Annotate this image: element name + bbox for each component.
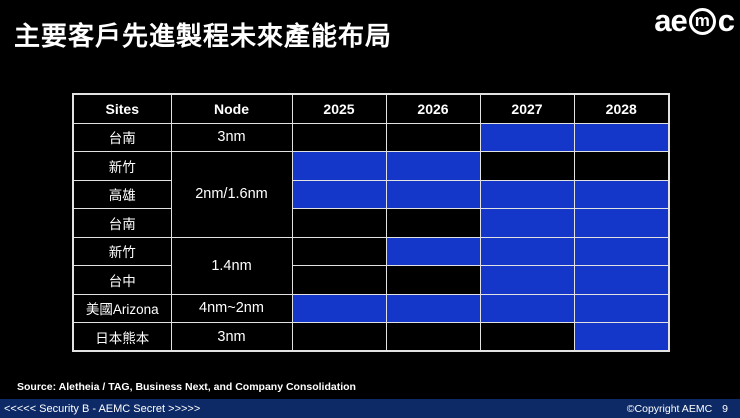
column-header: 2025 xyxy=(291,93,387,124)
site-cell: 美國Arizona xyxy=(72,293,172,323)
site-cell: 新竹 xyxy=(72,151,172,181)
capacity-table: Sites Node 2025 2026 2027 2028 台南 3nm 新竹 2nm/1.6… xyxy=(72,93,670,352)
footer-bar: <<<<< Security B - AEMC Secret >>>>> ©Co… xyxy=(0,399,740,418)
capacity-cell-filled xyxy=(479,179,575,209)
site-cell: 台南 xyxy=(72,122,172,152)
capacity-cell-filled xyxy=(291,151,387,181)
capacity-table-body: 台南 3nm 新竹 2nm/1.6nm 高雄 台南 新竹 1.4nm 台中 美國Arizona 4n… xyxy=(72,122,670,352)
capacity-cell-filled xyxy=(573,236,670,266)
capacity-cell-filled xyxy=(479,208,575,238)
capacity-cell-filled xyxy=(573,293,670,323)
capacity-cell-filled xyxy=(573,208,670,238)
node-cell: 4nm~2nm xyxy=(170,293,293,323)
capacity-cell-empty xyxy=(291,322,387,352)
copyright-area: ©Copyright AEMC 9 xyxy=(627,403,728,415)
table-row: 新竹 2nm/1.6nm xyxy=(72,151,670,238)
aemc-logo: ae m c xyxy=(654,3,735,39)
capacity-cell-filled xyxy=(385,151,481,181)
site-cell: 台中 xyxy=(72,265,172,295)
capacity-cell-filled xyxy=(385,179,481,209)
column-header: 2028 xyxy=(573,93,670,124)
page-number: 9 xyxy=(722,402,728,415)
source-note: Source: Aletheia / TAG, Business Next, a… xyxy=(17,381,356,393)
column-header: 2027 xyxy=(479,93,575,124)
copyright-label: ©Copyright AEMC xyxy=(626,402,713,415)
table-row: 新竹 1.4nm xyxy=(72,236,670,295)
capacity-cell-empty xyxy=(385,265,481,295)
capacity-cell-empty xyxy=(479,151,575,181)
capacity-cell-filled xyxy=(573,179,670,209)
capacity-cell-filled xyxy=(573,122,670,152)
capacity-cell-filled xyxy=(573,322,670,352)
logo-text-suffix: c xyxy=(717,3,735,38)
security-label: <<<<< Security B - AEMC Secret >>>>> xyxy=(4,402,201,415)
capacity-cell-filled xyxy=(291,179,387,209)
capacity-cell-filled xyxy=(385,293,481,323)
capacity-cell-filled xyxy=(291,293,387,323)
column-header: Node xyxy=(170,93,293,124)
column-header: Sites xyxy=(72,93,172,124)
capacity-cell-empty xyxy=(291,236,387,266)
table-row: 台中 xyxy=(72,265,670,295)
node-cell: 1.4nm xyxy=(170,236,293,295)
capacity-cell-filled xyxy=(479,122,575,152)
table-row: 美國Arizona 4nm~2nm xyxy=(72,293,670,323)
table-row: 高雄 xyxy=(72,179,670,209)
capacity-cell-empty xyxy=(479,322,575,352)
table-row: 台南 3nm xyxy=(72,122,670,152)
capacity-cell-empty xyxy=(385,122,481,152)
logo-m-circle-icon: m xyxy=(688,7,716,35)
slide-title: 主要客戶先進製程未來產能布局 xyxy=(14,21,393,51)
site-cell: 新竹 xyxy=(72,236,172,266)
capacity-cell-filled xyxy=(479,293,575,323)
node-cell: 3nm xyxy=(170,322,293,352)
node-cell: 2nm/1.6nm xyxy=(170,151,293,238)
table-row: 日本熊本 3nm xyxy=(72,322,670,352)
site-cell: 台南 xyxy=(72,208,172,238)
capacity-table-header: Sites Node 2025 2026 2027 2028 xyxy=(72,93,670,124)
site-cell: 日本熊本 xyxy=(72,322,172,352)
capacity-cell-empty xyxy=(385,322,481,352)
site-cell: 高雄 xyxy=(72,179,172,209)
capacity-cell-empty xyxy=(291,265,387,295)
capacity-cell-empty xyxy=(385,208,481,238)
capacity-cell-filled xyxy=(385,236,481,266)
table-row: 台南 xyxy=(72,208,670,238)
node-cell: 3nm xyxy=(170,122,293,152)
logo-text-prefix: ae xyxy=(654,3,687,38)
capacity-cell-empty xyxy=(573,151,670,181)
capacity-cell-empty xyxy=(291,122,387,152)
capacity-cell-empty xyxy=(291,208,387,238)
column-header: 2026 xyxy=(385,93,481,124)
capacity-cell-filled xyxy=(479,236,575,266)
logo-circled-letter: m xyxy=(694,11,710,30)
capacity-cell-filled xyxy=(479,265,575,295)
capacity-cell-filled xyxy=(573,265,670,295)
